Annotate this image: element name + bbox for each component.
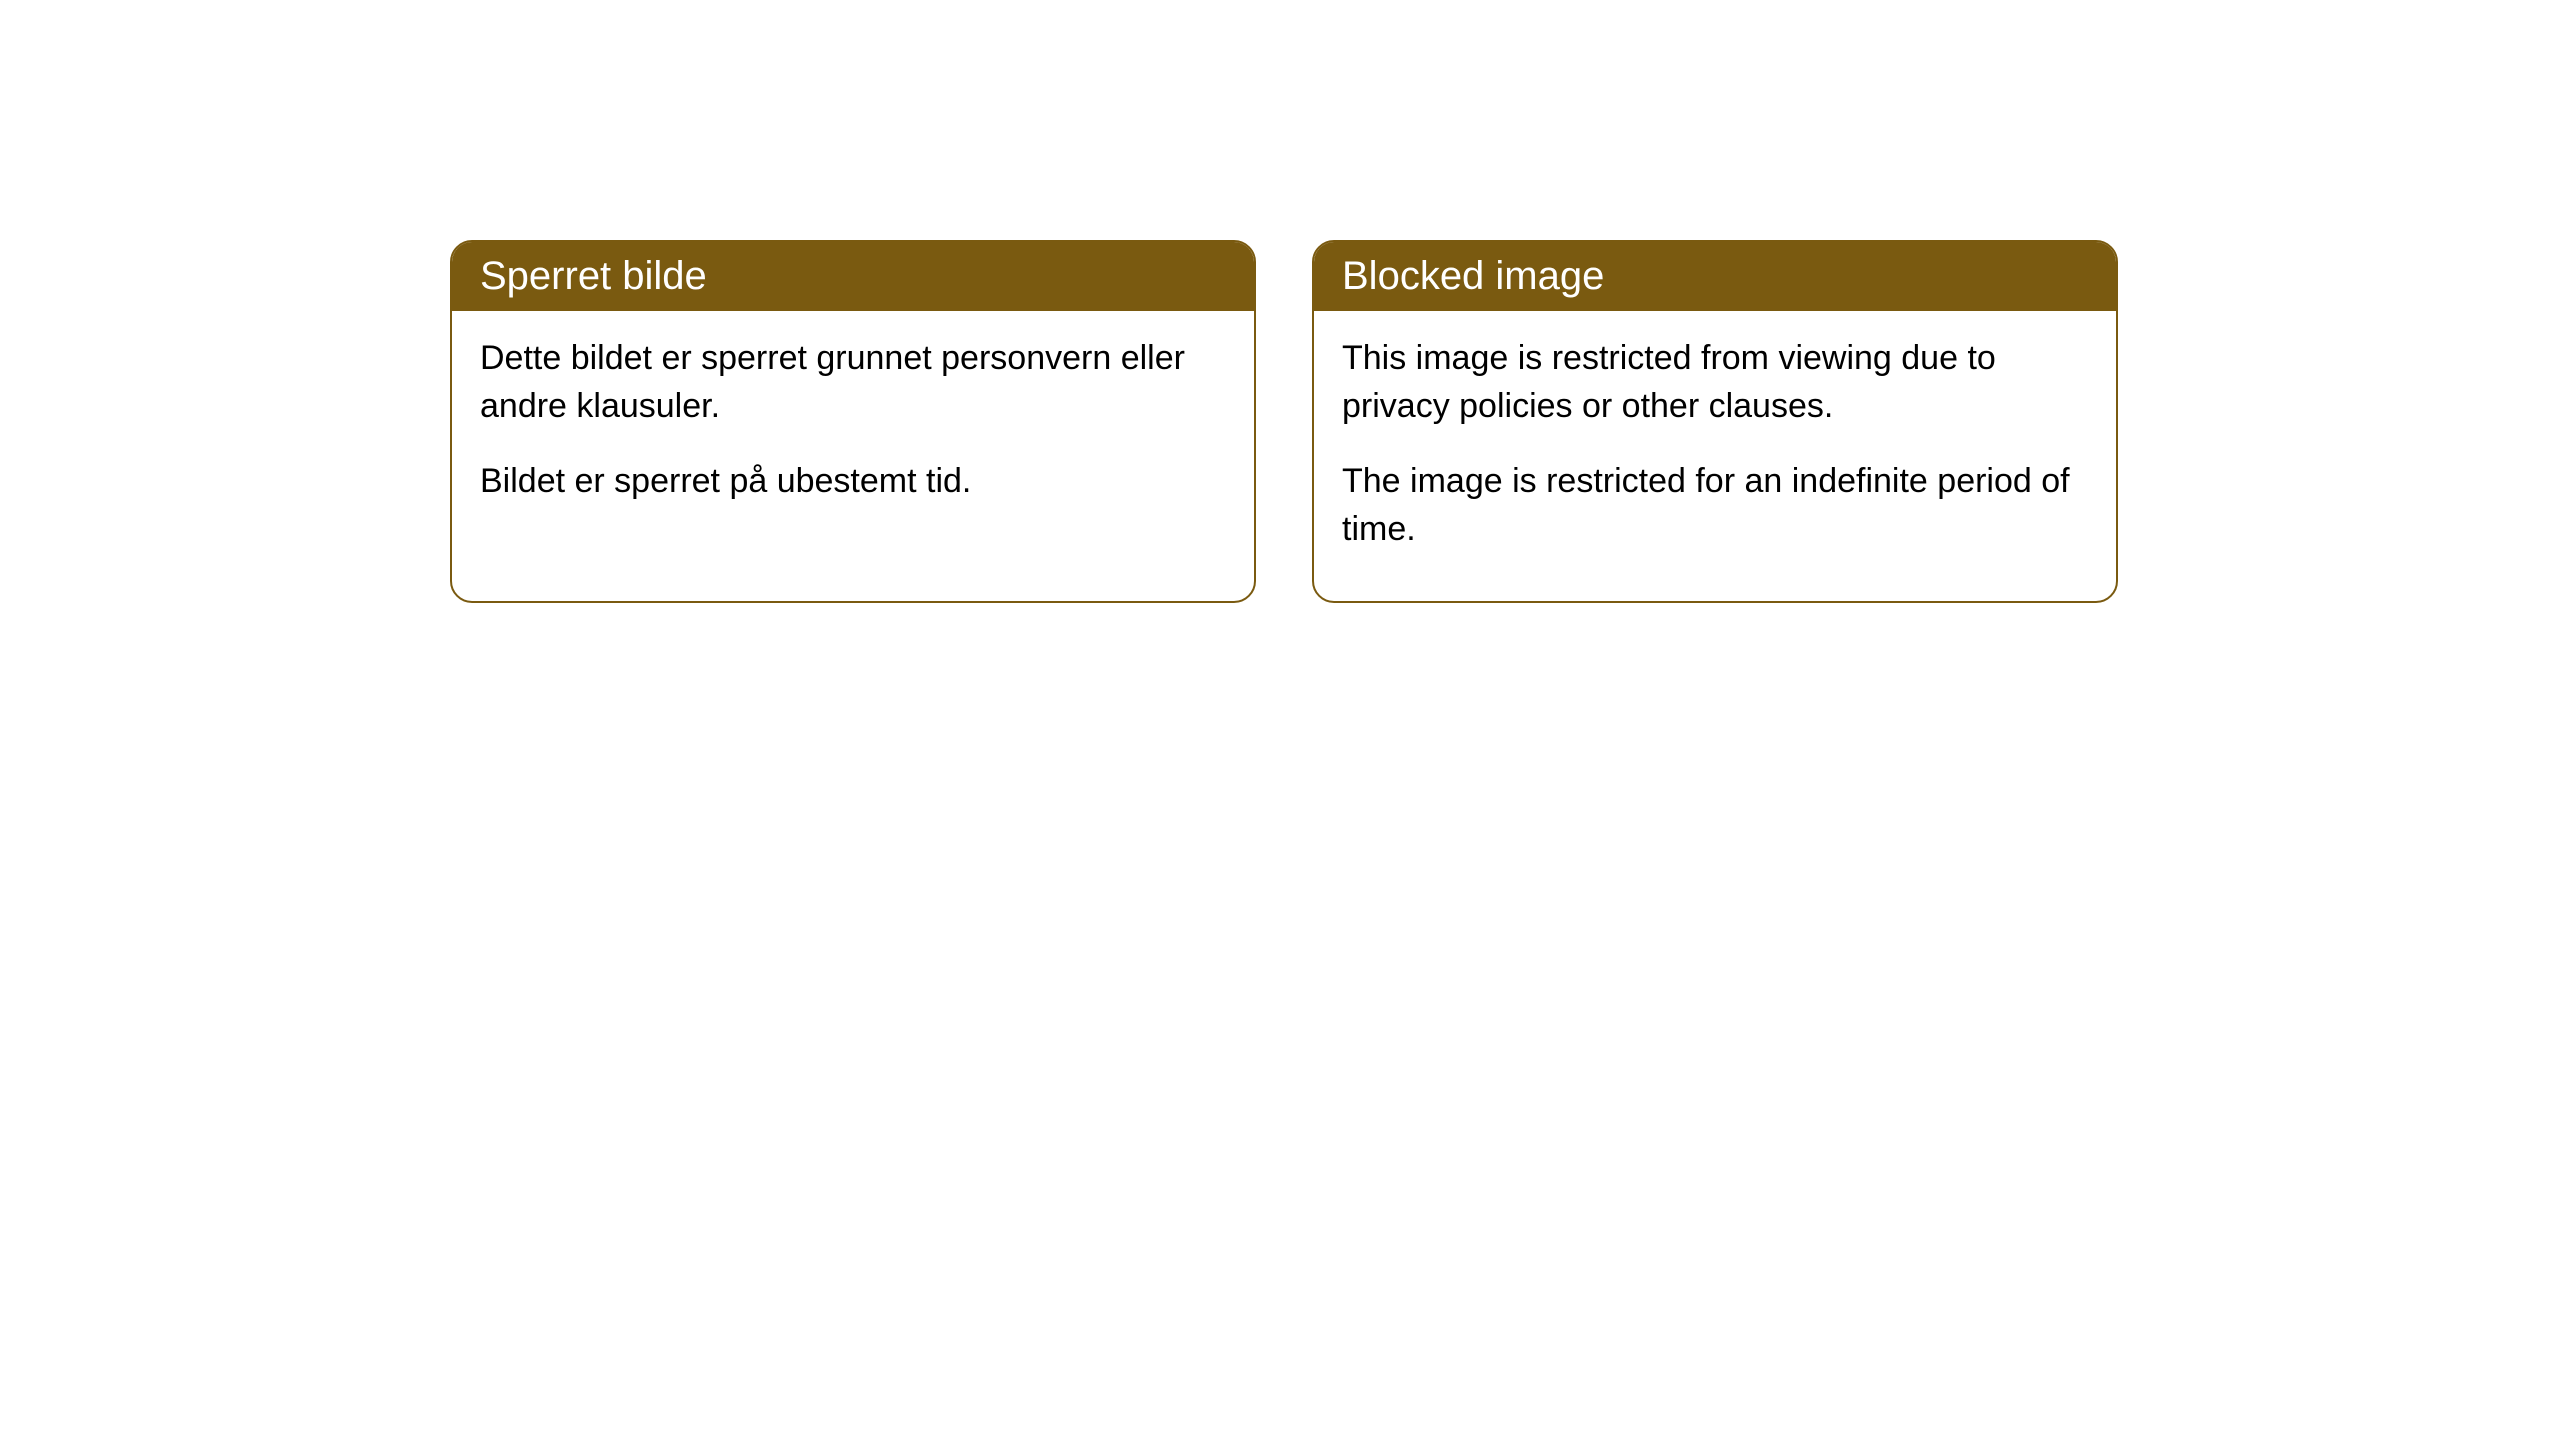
card-header-english: Blocked image: [1314, 242, 2116, 311]
card-paragraph-1: This image is restricted from viewing du…: [1342, 335, 2088, 430]
blocked-image-card-norwegian: Sperret bilde Dette bildet er sperret gr…: [450, 240, 1256, 603]
blocked-image-card-english: Blocked image This image is restricted f…: [1312, 240, 2118, 603]
card-paragraph-2: Bildet er sperret på ubestemt tid.: [480, 458, 1226, 506]
card-body-english: This image is restricted from viewing du…: [1314, 311, 2116, 601]
card-paragraph-1: Dette bildet er sperret grunnet personve…: [480, 335, 1226, 430]
card-paragraph-2: The image is restricted for an indefinit…: [1342, 458, 2088, 553]
card-header-norwegian: Sperret bilde: [452, 242, 1254, 311]
cards-container: Sperret bilde Dette bildet er sperret gr…: [0, 0, 2560, 603]
card-body-norwegian: Dette bildet er sperret grunnet personve…: [452, 311, 1254, 554]
